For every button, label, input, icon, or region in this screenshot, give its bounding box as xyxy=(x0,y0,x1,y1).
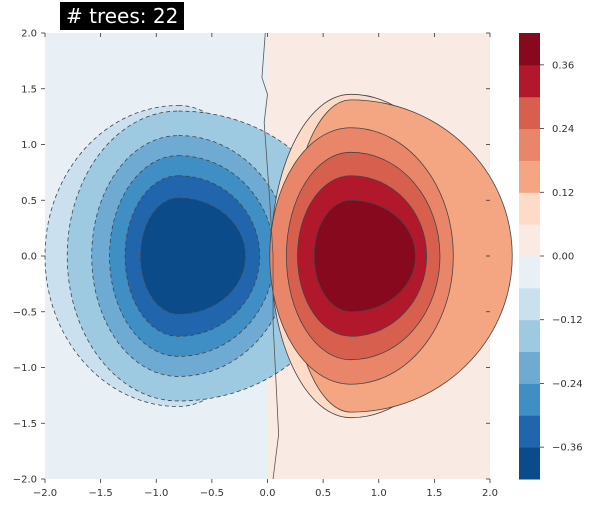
x-tick-label: 0.0 xyxy=(260,488,276,499)
colorbar-segment xyxy=(519,33,540,66)
y-tick-label: −0.5 xyxy=(13,307,37,318)
colorbar-segment xyxy=(519,415,540,448)
colorbar-segment xyxy=(519,351,540,384)
y-tick-label: −1.0 xyxy=(13,363,37,374)
contour-negative-6 xyxy=(140,197,246,315)
y-tick-label: −2.0 xyxy=(13,475,37,486)
y-tick-label: −1.5 xyxy=(13,419,37,430)
colorbar-tick-label: −0.24 xyxy=(552,379,583,390)
colorbar-segment xyxy=(519,128,540,161)
colorbar-segment xyxy=(519,447,540,480)
colorbar-segment xyxy=(519,383,540,416)
colorbar-segment xyxy=(519,224,540,257)
axes: −2.0 −1.5 −1.0 −0.5 0.0 0.5 1.0 1.5 2.0 2.0 1.5 1.0… xyxy=(13,29,498,500)
y-tick-label: 2.0 xyxy=(21,29,37,40)
colorbar-tick-label: 0.00 xyxy=(552,252,574,263)
colorbar-segment xyxy=(519,287,540,321)
y-tick-label: 0.0 xyxy=(21,252,37,263)
y-tick-label: 0.5 xyxy=(21,196,37,207)
x-tick-label: −1.0 xyxy=(144,488,168,499)
colorbar-segment xyxy=(519,160,540,193)
contour-positive-6 xyxy=(313,199,416,313)
colorbar-segment xyxy=(519,96,540,130)
x-tick-label: 0.5 xyxy=(315,488,331,499)
zero-contour-line xyxy=(261,32,280,480)
x-tick-label: 1.0 xyxy=(371,488,387,499)
x-tick-label: −1.5 xyxy=(88,488,112,499)
colorbar-segment xyxy=(519,256,540,289)
colorbar-tick-label: −0.12 xyxy=(552,315,583,326)
colorbar-tick-label: −0.36 xyxy=(552,443,583,454)
chart-title: # trees: 22 xyxy=(60,2,185,30)
x-tick-label: 1.5 xyxy=(426,488,442,499)
colorbar-tick-label: 0.12 xyxy=(552,188,574,199)
contour-plot xyxy=(44,32,513,480)
colorbar-segment xyxy=(519,192,540,225)
colorbar-tick-label: 0.36 xyxy=(552,60,574,71)
x-tick-label: −0.5 xyxy=(200,488,224,499)
y-tick-label: 1.0 xyxy=(21,140,37,151)
colorbar-segment xyxy=(519,64,540,98)
colorbar: 0.36 0.24 0.12 0.00 −0.12 −0.24 −0.36 xyxy=(519,33,583,480)
colorbar-segment xyxy=(519,319,540,353)
colorbar-tick-label: 0.24 xyxy=(552,124,574,135)
x-tick-label: 2.0 xyxy=(482,488,498,499)
x-tick-label: −2.0 xyxy=(33,488,57,499)
y-tick-label: 1.5 xyxy=(21,84,37,95)
